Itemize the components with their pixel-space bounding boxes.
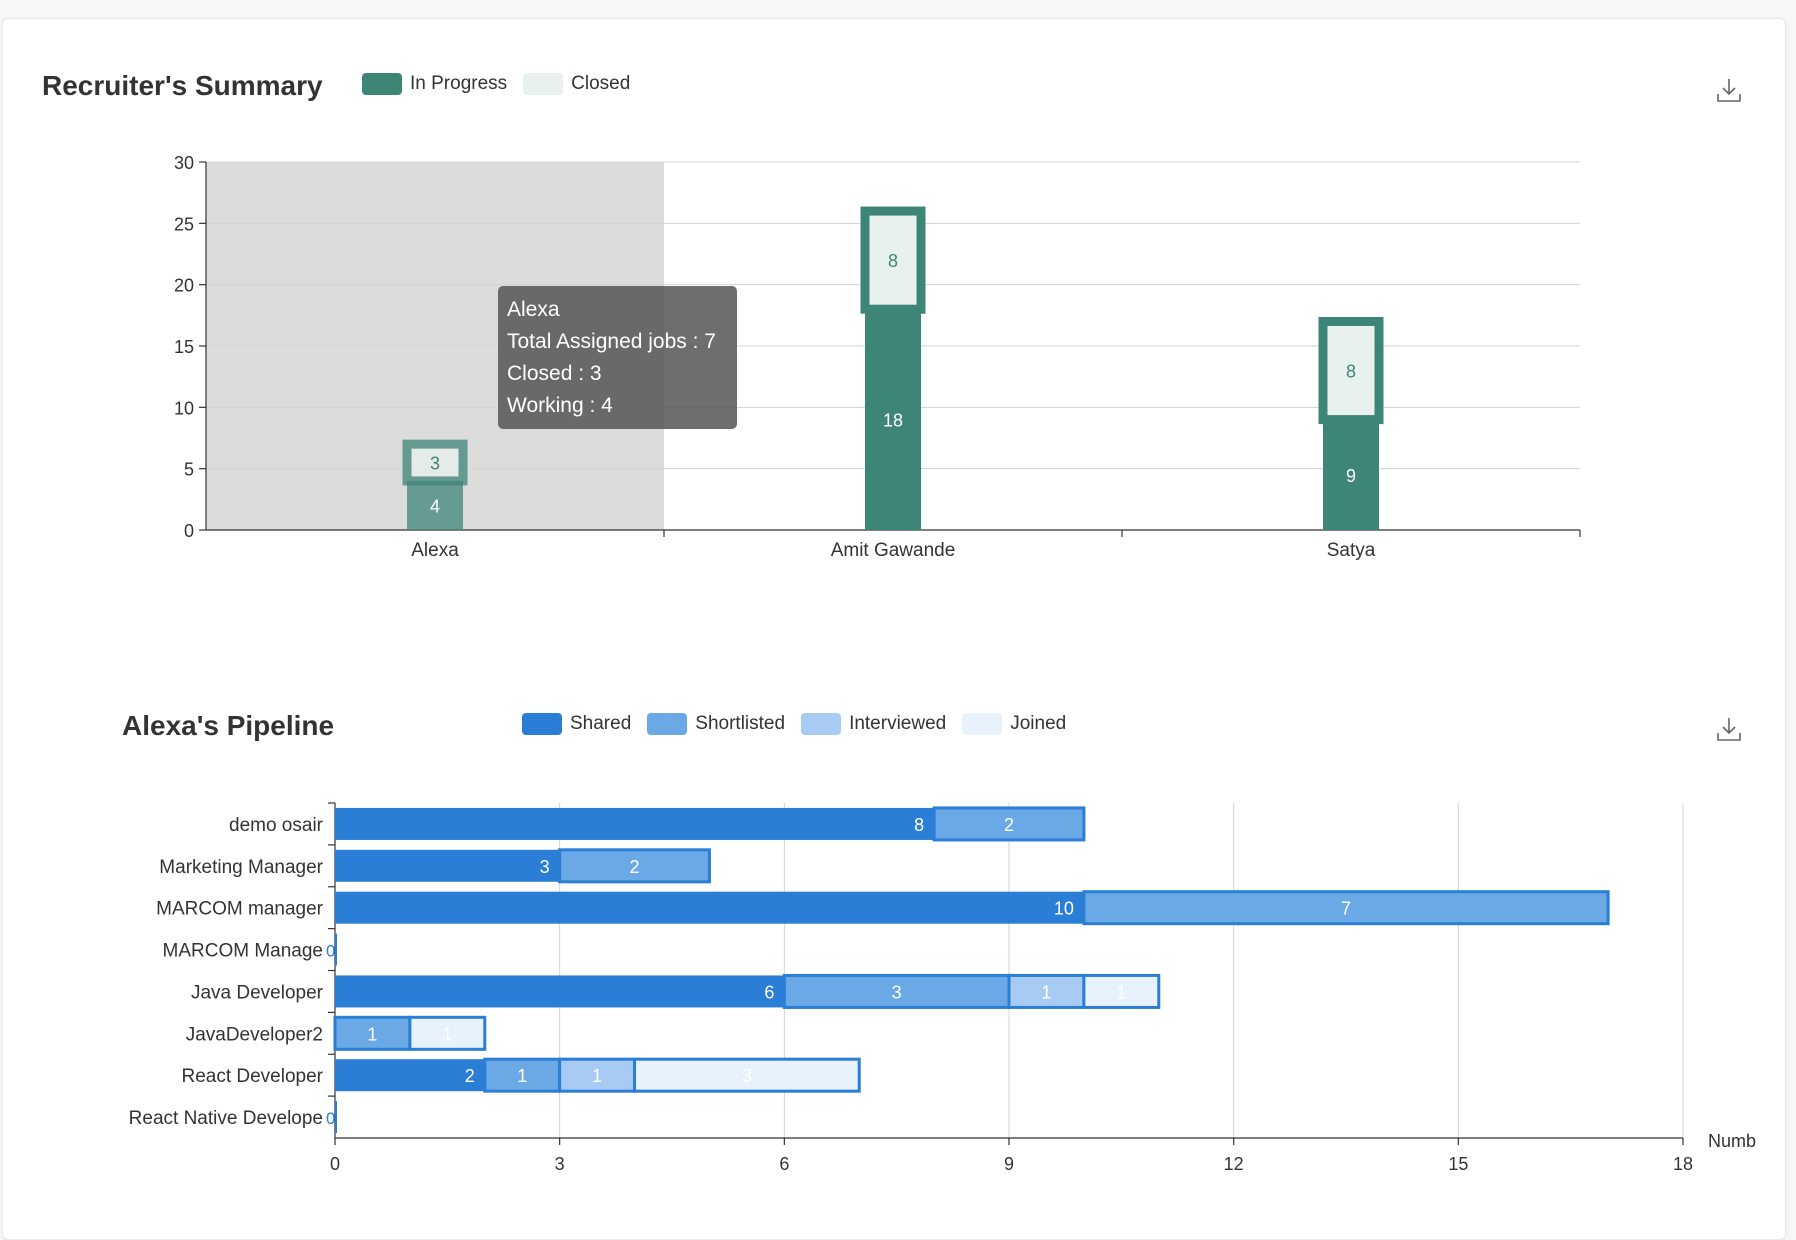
pipeline-legend: Shared Shortlisted Interviewed Joined	[522, 713, 1082, 735]
legend-closed-label: Closed	[571, 73, 631, 94]
dashboard-card	[2, 18, 1786, 1240]
legend-joined[interactable]: Joined	[962, 713, 1066, 735]
download-icon[interactable]	[1716, 77, 1742, 103]
tooltip-closed: Closed : 3	[507, 362, 602, 385]
download-icon-svg	[1717, 718, 1741, 741]
legend-in-progress-swatch	[362, 73, 402, 95]
chart-tooltip: Alexa Total Assigned jobs : 7 Closed : 3…	[498, 286, 737, 429]
download-icon-svg	[1717, 79, 1741, 102]
legend-shortlisted-swatch	[647, 713, 688, 735]
legend-closed-swatch	[523, 73, 564, 95]
download-icon[interactable]	[1716, 716, 1742, 742]
legend-joined-swatch	[962, 713, 1003, 735]
legend-in-progress[interactable]: In Progress	[362, 73, 507, 95]
legend-joined-label: Joined	[1010, 713, 1067, 734]
legend-interviewed-swatch	[801, 713, 842, 735]
pipeline-title: Alexa's Pipeline	[122, 710, 335, 741]
summary-title: Recruiter's Summary	[42, 70, 323, 101]
tooltip-working: Working : 4	[507, 394, 613, 417]
legend-interviewed[interactable]: Interviewed	[801, 713, 946, 735]
tooltip-name: Alexa	[507, 298, 560, 321]
legend-interviewed-label: Interviewed	[849, 713, 947, 734]
legend-in-progress-label: In Progress	[410, 73, 508, 94]
legend-shared[interactable]: Shared	[522, 713, 631, 735]
legend-shared-label: Shared	[570, 713, 632, 734]
legend-shared-swatch	[522, 713, 562, 735]
legend-shortlisted-label: Shortlisted	[695, 713, 786, 734]
legend-closed[interactable]: Closed	[523, 73, 630, 95]
summary-legend: In Progress Closed	[362, 73, 646, 95]
tooltip-total: Total Assigned jobs : 7	[507, 330, 716, 353]
legend-shortlisted[interactable]: Shortlisted	[647, 713, 785, 735]
